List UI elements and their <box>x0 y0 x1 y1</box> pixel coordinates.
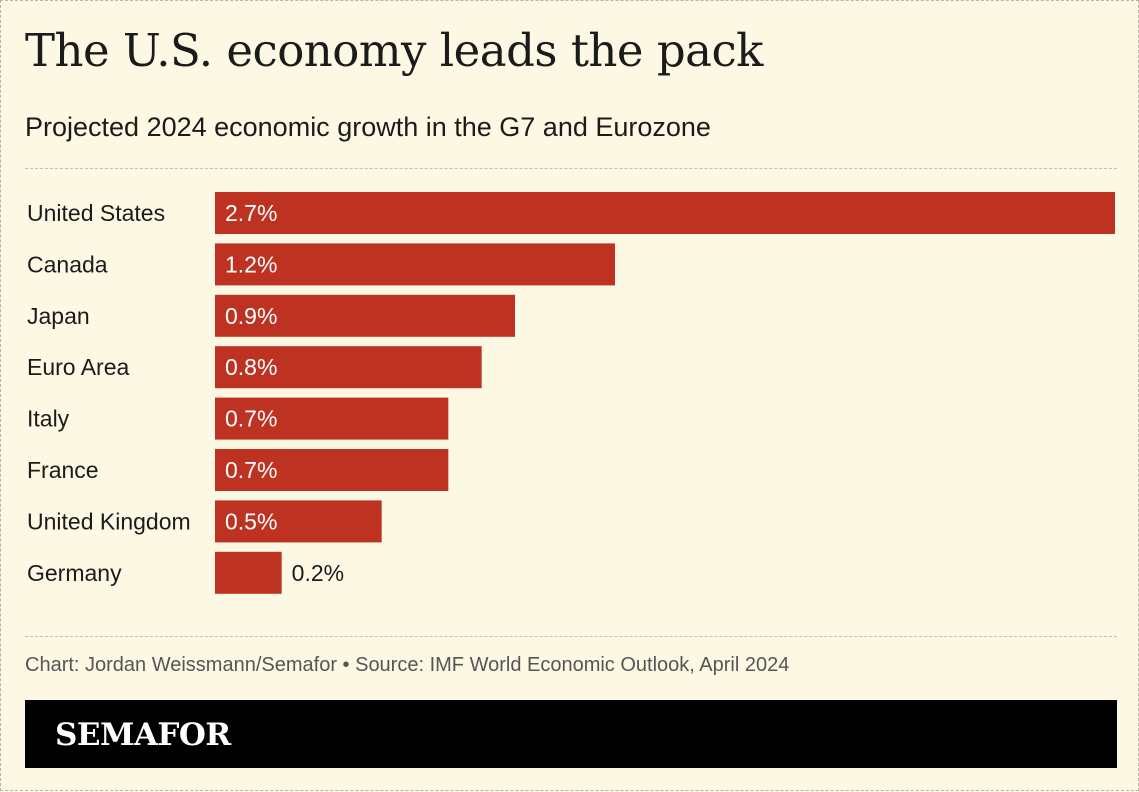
bar <box>215 294 515 337</box>
brand-bar: SEMAFOR <box>25 700 1117 768</box>
chart-credit: Chart: Jordan Weissmann/Semafor • Source… <box>25 654 790 676</box>
value-label: 0.2% <box>292 560 344 586</box>
category-label: Canada <box>27 251 108 277</box>
chart-subtitle: Projected 2024 economic growth in the G7… <box>25 112 711 142</box>
category-label: United States <box>27 200 165 226</box>
bar <box>215 397 449 440</box>
value-label: 0.8% <box>225 354 277 380</box>
value-label: 0.7% <box>225 457 277 483</box>
chart-title: The U.S. economy leads the pack <box>25 24 763 77</box>
bar <box>215 449 449 491</box>
bar <box>215 243 615 286</box>
value-label: 1.2% <box>225 251 277 277</box>
divider-bottom <box>25 636 1117 637</box>
divider-top <box>25 168 1117 169</box>
category-label: France <box>27 457 99 483</box>
brand-logo: SEMAFOR <box>55 717 231 753</box>
category-label: United Kingdom <box>27 508 191 534</box>
bar <box>215 500 382 543</box>
value-label: 0.9% <box>225 303 277 329</box>
bar <box>215 346 482 389</box>
bar <box>215 192 1115 234</box>
value-label: 0.5% <box>225 508 277 534</box>
category-label: Japan <box>27 303 90 329</box>
bar <box>215 551 282 594</box>
value-label: 2.7% <box>225 200 277 226</box>
category-label: Euro Area <box>27 354 129 380</box>
value-label: 0.7% <box>225 406 277 432</box>
category-label: Germany <box>27 560 122 586</box>
category-label: Italy <box>27 406 70 432</box>
